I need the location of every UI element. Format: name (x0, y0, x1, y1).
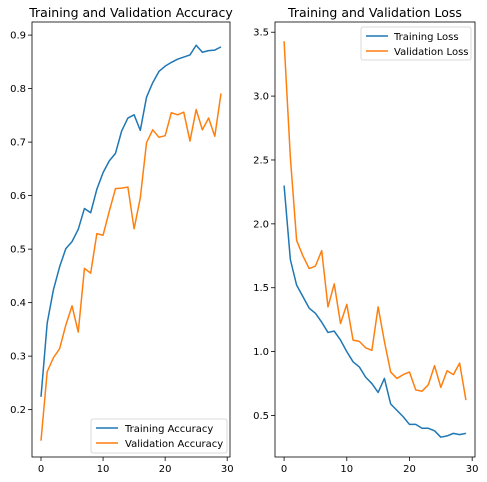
accuracy-y-tick-label: 0.5 (10, 245, 26, 256)
loss-legend-label-1: Validation Loss (394, 47, 469, 58)
loss-plot-frame (274, 21, 476, 458)
loss-y-tick-label: 0.5 (253, 411, 269, 422)
accuracy-x-tick-label: 10 (97, 464, 110, 475)
accuracy-x-tick-label: 30 (221, 464, 234, 475)
loss-series-line-0 (283, 185, 467, 438)
loss-x-tick-label: 10 (340, 464, 353, 475)
accuracy-lines (40, 44, 222, 441)
accuracy-y-tick-label: 0.8 (10, 84, 26, 95)
accuracy-series-line-1 (40, 93, 222, 441)
accuracy-y-tick-label: 0.3 (10, 352, 26, 363)
accuracy-legend: Training Accuracy Validation Accuracy (90, 418, 228, 454)
accuracy-y-tick-label: 0.4 (10, 298, 26, 309)
accuracy-y-tick-label: 0.2 (10, 405, 26, 416)
accuracy-x-tick-label: 0 (38, 464, 44, 475)
loss-y-tick-label: 2.0 (253, 219, 269, 230)
loss-chart-title: Training and Validation Loss (287, 5, 462, 20)
loss-y-tick-label: 2.5 (253, 155, 269, 166)
loss-legend: Training Loss Validation Loss (360, 26, 472, 61)
accuracy-x-tick-label: 20 (159, 464, 172, 475)
accuracy-legend-label-1: Validation Accuracy (125, 439, 223, 450)
loss-legend-box (360, 26, 472, 61)
accuracy-legend-label-0: Training Accuracy (124, 424, 213, 435)
loss-lines (283, 41, 467, 438)
loss-y-tick-label: 1.5 (253, 283, 269, 294)
accuracy-ticks: 0 10 20 30 0.2 0.3 0.4 0.5 0.6 0.7 0.8 0.9 (10, 31, 233, 475)
loss-ticks: 0 10 20 30 0.5 1.0 1.5 2.0 2.5 3.0 3.5 (253, 28, 478, 475)
accuracy-y-tick-label: 0.6 (10, 191, 26, 202)
loss-y-tick-label: 3.5 (253, 28, 269, 39)
loss-x-tick-label: 0 (281, 464, 287, 475)
accuracy-y-tick-label: 0.7 (10, 138, 26, 149)
accuracy-chart-title: Training and Validation Accuracy (28, 5, 233, 20)
loss-y-tick-label: 1.0 (253, 347, 269, 358)
loss-legend-label-0: Training Loss (393, 32, 459, 43)
loss-series-line-1 (283, 41, 467, 401)
accuracy-subplot: Training and Validation Accuracy 0 10 20 30… (10, 5, 233, 475)
loss-y-tick-label: 3.0 (253, 92, 269, 103)
loss-subplot: Training and Validation Loss 0 10 20 30 0.5 1… (253, 5, 478, 475)
accuracy-y-tick-label: 0.9 (10, 31, 26, 42)
loss-x-tick-label: 30 (466, 464, 479, 475)
accuracy-series-line-0 (40, 44, 222, 397)
accuracy-legend-box (90, 418, 228, 454)
accuracy-plot-frame (31, 21, 231, 458)
loss-x-tick-label: 20 (403, 464, 416, 475)
